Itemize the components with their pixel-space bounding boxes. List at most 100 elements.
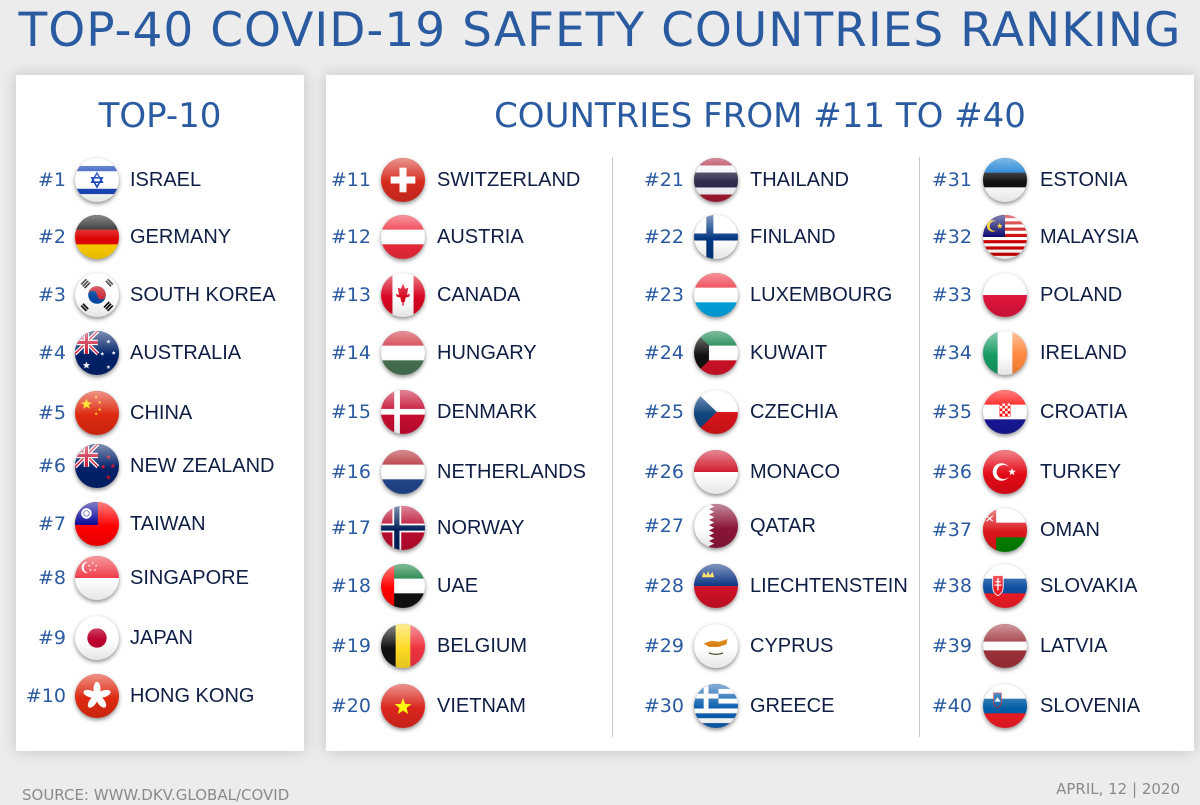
country-name: SOUTH KOREA	[130, 284, 276, 306]
country-row: #39 LATVIA	[0, 623, 1200, 673]
country-name: SLOVENIA	[1040, 695, 1141, 717]
page-title: TOP-40 COVID-19 SAFETY COUNTRIES RANKING	[18, 3, 1182, 58]
country-name: CROATIA	[1040, 401, 1128, 423]
top-10-heading: TOP-10	[98, 96, 222, 136]
date-text: APRIL, 12 | 2020	[1056, 780, 1180, 798]
rank-label: #39	[931, 635, 972, 657]
rank-label: #38	[931, 575, 972, 597]
rank-label: #32	[931, 226, 972, 248]
rank-label: #18	[330, 575, 371, 597]
rank-label: #25	[643, 401, 684, 423]
country-name: KUWAIT	[750, 342, 828, 364]
country-row: #25 CZECHIA	[0, 389, 1200, 439]
germany-flag-icon	[75, 215, 119, 259]
country-name: VIETNAM	[437, 695, 526, 717]
country-name: TAIWAN	[130, 513, 206, 535]
rank-11-40-panel: COUNTRIES FROM #11 TO #40	[326, 75, 1194, 751]
japan-flag-icon	[75, 616, 119, 660]
country-row: #26 MONACO	[0, 449, 1200, 499]
rank-label: #8	[37, 567, 66, 589]
country-name: POLAND	[1040, 284, 1123, 306]
canada-flag-icon	[381, 273, 425, 317]
source-text: SOURCE: WWW.DKV.GLOBAL/COVID	[22, 786, 290, 804]
country-name: LATVIA	[1040, 635, 1108, 657]
country-row: #15 DENMARK	[0, 389, 1200, 439]
hungary-flag-icon	[381, 331, 425, 375]
singapore-flag-icon	[75, 556, 119, 600]
country-name: THAILAND	[750, 169, 849, 191]
country-row: #34 IRELAND	[0, 330, 1200, 380]
country-name: OMAN	[1040, 519, 1100, 541]
rank-label: #3	[37, 284, 66, 306]
rank-label: #15	[330, 401, 371, 423]
malaysia-flag-icon	[983, 215, 1027, 259]
top-10-panel: TOP-10	[16, 75, 304, 751]
country-row: #16 NETHERLANDS	[0, 449, 1200, 499]
estonia-flag-icon	[983, 158, 1027, 202]
country-row: #6 NEW ZEALAND	[0, 443, 1200, 493]
rank-label: #21	[643, 169, 684, 191]
country-name: ESTONIA	[1040, 169, 1128, 191]
kuwait-flag-icon	[694, 331, 738, 375]
country-row: #27 QATAR	[0, 503, 1200, 553]
greece-flag-icon	[694, 684, 738, 728]
country-name: CHINA	[130, 402, 193, 424]
rank-label: #30	[643, 695, 684, 717]
czechia-flag-icon	[694, 390, 738, 434]
rank-label: #4	[37, 342, 66, 364]
country-row: #35 CROATIA	[0, 389, 1200, 439]
country-row: #30 GREECE	[0, 683, 1200, 733]
rank-label: #31	[931, 169, 972, 191]
country-name: ISRAEL	[130, 169, 202, 191]
croatia-flag-icon	[983, 390, 1027, 434]
country-name: TURKEY	[1040, 461, 1122, 483]
country-name: DENMARK	[437, 401, 538, 423]
country-name: CYPRUS	[750, 635, 834, 657]
qatar-flag-icon	[694, 504, 738, 548]
norway-flag-icon	[381, 506, 425, 550]
rank-label: #2	[37, 226, 66, 248]
switzerland-flag-icon	[381, 158, 425, 202]
monaco-flag-icon	[694, 450, 738, 494]
rank-label: #11	[330, 169, 371, 191]
country-row: #20 VIETNAM	[0, 683, 1200, 733]
country-name: AUSTRIA	[437, 226, 524, 248]
country-name: AUSTRALIA	[130, 342, 242, 364]
vietnam-flag-icon	[381, 684, 425, 728]
rank-label: #10	[25, 685, 66, 707]
country-name: CANADA	[437, 284, 521, 306]
country-name: SINGAPORE	[130, 567, 249, 589]
country-row: #7 TAIWAN	[0, 501, 1200, 551]
country-row: #40 SLOVENIA	[0, 683, 1200, 733]
country-name: UAE	[437, 575, 479, 597]
country-name: QATAR	[750, 515, 816, 537]
rank-label: #9	[37, 627, 66, 649]
rank-label: #17	[330, 517, 371, 539]
country-name: GREECE	[750, 695, 835, 717]
country-row: #4 AUSTRALIA	[0, 330, 1200, 380]
finland-flag-icon	[694, 215, 738, 259]
country-row: #21 THAILAND	[0, 157, 1200, 207]
country-row: #32 MALAYSIA	[0, 214, 1200, 264]
rank-label: #16	[330, 461, 371, 483]
country-row: #23 LUXEMBOURG	[0, 272, 1200, 322]
netherlands-flag-icon	[381, 450, 425, 494]
country-name: NORWAY	[437, 517, 525, 539]
slovakia-flag-icon	[983, 564, 1027, 608]
column-divider	[919, 157, 920, 737]
column-divider	[612, 157, 613, 737]
poland-flag-icon	[983, 273, 1027, 317]
country-row: #38 SLOVAKIA	[0, 563, 1200, 613]
rank-label: #27	[643, 515, 684, 537]
rank-label: #14	[330, 342, 371, 364]
country-row: #24 KUWAIT	[0, 330, 1200, 380]
country-name: BELGIUM	[437, 635, 528, 657]
rank-label: #35	[931, 401, 972, 423]
rank-label: #34	[931, 342, 972, 364]
country-row: #19 BELGIUM	[0, 623, 1200, 673]
austria-flag-icon	[381, 215, 425, 259]
country-name: LUXEMBOURG	[750, 284, 893, 306]
south-korea-flag-icon	[75, 273, 119, 317]
country-name: IRELAND	[1040, 342, 1127, 364]
rank-label: #13	[330, 284, 371, 306]
